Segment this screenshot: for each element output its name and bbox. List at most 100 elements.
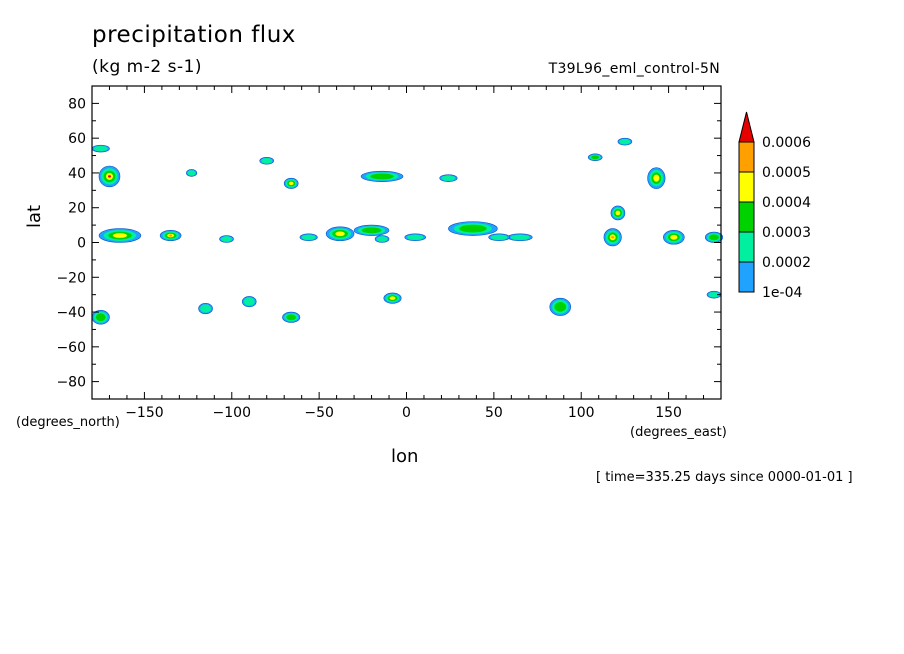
colorbar-swatch bbox=[738, 141, 755, 173]
x-units-label: (degrees_east) bbox=[630, 425, 727, 440]
contour-level-4 bbox=[611, 236, 615, 239]
contour-level-3 bbox=[112, 233, 128, 238]
contour-feature-29 bbox=[374, 235, 390, 243]
contour-feature-1 bbox=[98, 228, 142, 243]
x-tick-label: −150 bbox=[125, 405, 163, 421]
contour-feature-17 bbox=[587, 153, 603, 162]
contour-feature-21 bbox=[91, 144, 110, 153]
contour-level-1 bbox=[261, 158, 273, 164]
contour-level-1 bbox=[221, 236, 232, 242]
y-tick-label: −60 bbox=[56, 340, 86, 356]
colorbar-swatch bbox=[738, 261, 755, 293]
contour-level-1 bbox=[187, 170, 196, 176]
contour-feature-9 bbox=[91, 310, 110, 325]
colorbar-label: 0.0006 bbox=[762, 135, 811, 151]
contour-feature-6 bbox=[360, 170, 404, 182]
colorbar-label: 0.0002 bbox=[762, 255, 811, 271]
chart-title: precipitation flux bbox=[92, 22, 296, 48]
chart-units: (kg m-2 s-1) bbox=[92, 57, 203, 77]
contour-level-2 bbox=[709, 234, 719, 241]
contour-feature-20 bbox=[198, 303, 213, 315]
contour-feature-31 bbox=[488, 233, 510, 242]
contour-feature-26 bbox=[507, 233, 533, 242]
contour-feature-8 bbox=[282, 311, 301, 323]
contour-level-2 bbox=[591, 155, 600, 160]
colorbar-swatch bbox=[738, 171, 755, 203]
contour-feature-15 bbox=[663, 230, 685, 245]
contour-feature-18 bbox=[259, 156, 275, 165]
contour-feature-7 bbox=[383, 292, 402, 304]
x-tick-label: 150 bbox=[655, 405, 682, 421]
contour-level-3 bbox=[288, 181, 294, 186]
contour-level-2 bbox=[370, 173, 394, 180]
contour-level-2 bbox=[286, 314, 297, 321]
contour-level-2 bbox=[95, 313, 106, 322]
colorbar-label: 0.0004 bbox=[762, 195, 811, 211]
y-axis-label: lat bbox=[24, 204, 45, 228]
x-axis-label: lon bbox=[391, 446, 419, 467]
contour-feature-0 bbox=[98, 165, 121, 188]
contour-feature-30 bbox=[404, 233, 427, 242]
y-tick-label: −40 bbox=[56, 305, 86, 321]
contour-level-1 bbox=[243, 297, 255, 306]
plot-border bbox=[91, 85, 722, 400]
colorbar-extend-triangle bbox=[738, 111, 755, 143]
colorbar-label: 0.0003 bbox=[762, 225, 811, 241]
contour-feature-28 bbox=[706, 290, 722, 299]
contour-level-1 bbox=[441, 175, 456, 181]
y-tick-label: 60 bbox=[68, 131, 86, 147]
contour-feature-3 bbox=[325, 226, 355, 242]
contour-feature-10 bbox=[448, 221, 498, 236]
contour-level-1 bbox=[301, 234, 316, 240]
x-tick-label: −50 bbox=[304, 405, 334, 421]
y-tick-label: −20 bbox=[56, 270, 86, 286]
contour-feature-19 bbox=[241, 296, 257, 308]
contour-feature-25 bbox=[439, 174, 458, 182]
contour-feature-24 bbox=[299, 233, 318, 242]
colorbar-label: 1e-04 bbox=[762, 285, 802, 301]
colorbar-label: 0.0005 bbox=[762, 165, 811, 181]
contour-feature-23 bbox=[219, 235, 234, 243]
x-tick-label: −100 bbox=[213, 405, 251, 421]
contour-feature-4 bbox=[353, 224, 390, 236]
contour-level-2 bbox=[361, 227, 382, 234]
y-tick-label: 40 bbox=[68, 166, 86, 182]
contour-feature-2 bbox=[159, 230, 182, 242]
contour-level-2 bbox=[459, 224, 487, 233]
contour-feature-16 bbox=[704, 231, 724, 243]
contour-feature-12 bbox=[603, 228, 622, 247]
contour-level-4 bbox=[169, 234, 173, 237]
contour-level-5 bbox=[107, 175, 111, 178]
contour-level-1 bbox=[708, 291, 720, 298]
contour-level-1 bbox=[376, 236, 388, 242]
contour-feature-22 bbox=[186, 169, 198, 177]
y-units-label: (degrees_north) bbox=[16, 415, 120, 430]
y-tick-label: 20 bbox=[68, 201, 86, 217]
x-tick-label: 0 bbox=[402, 405, 411, 421]
contour-level-2 bbox=[554, 301, 567, 312]
colorbar-swatch bbox=[738, 201, 755, 233]
contour-level-1 bbox=[510, 234, 530, 240]
model-label: T39L96_eml_control-5N bbox=[548, 61, 720, 77]
contour-feature-27 bbox=[617, 137, 633, 146]
contour-feature-14 bbox=[647, 167, 666, 189]
contour-feature-13 bbox=[610, 205, 626, 221]
contour-level-3 bbox=[653, 174, 660, 182]
contour-level-3 bbox=[670, 234, 678, 240]
contour-level-3 bbox=[335, 231, 345, 237]
x-tick-label: 50 bbox=[485, 405, 503, 421]
contour-feature-5 bbox=[283, 177, 299, 189]
contour-level-1 bbox=[407, 234, 424, 240]
colorbar-swatch bbox=[738, 231, 755, 263]
contour-level-1 bbox=[93, 145, 108, 152]
y-tick-label: −80 bbox=[56, 375, 86, 391]
contour-feature-11 bbox=[549, 297, 572, 316]
time-label: [ time=335.25 days since 0000-01-01 ] bbox=[596, 470, 853, 485]
contour-level-1 bbox=[200, 304, 212, 313]
plot-frame: −150 −100 −50 0 50 100 150 −80 −60 −40 −20 0 20 40 60 8… bbox=[56, 85, 722, 421]
contour-fills bbox=[91, 137, 724, 325]
contour-level-1 bbox=[619, 138, 631, 145]
y-tick-label: 80 bbox=[68, 96, 86, 112]
